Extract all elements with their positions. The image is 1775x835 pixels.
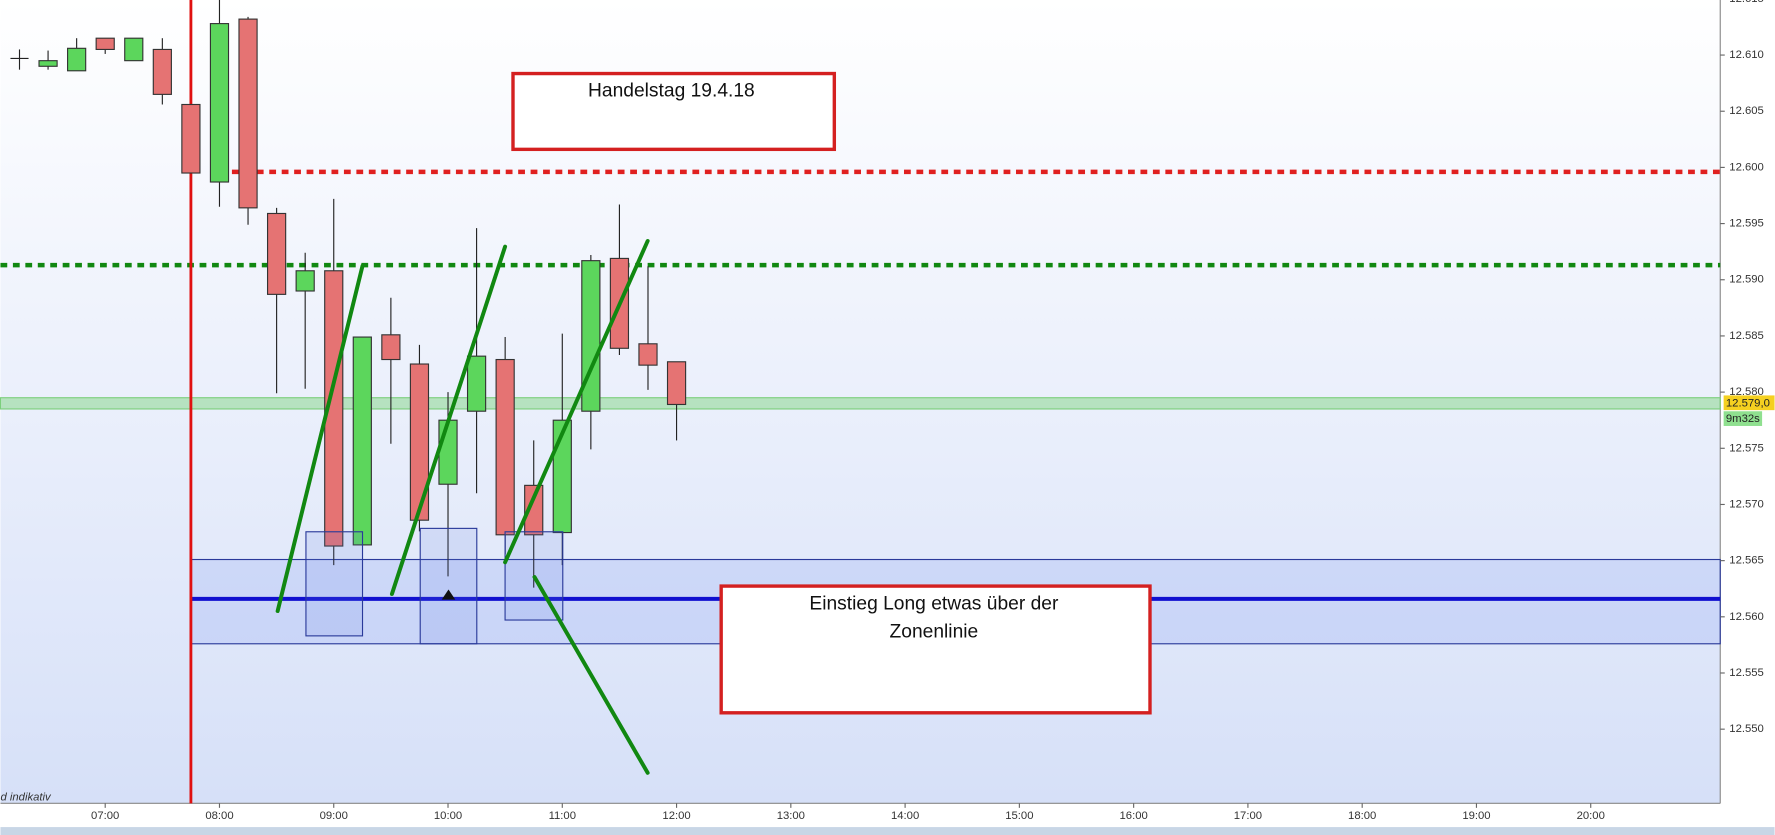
candle-body	[581, 260, 601, 412]
price-band	[0, 397, 1721, 410]
candle-body	[638, 343, 658, 366]
y-tick-label: 12.575	[1729, 442, 1764, 454]
y-tick-label: 12.565	[1729, 555, 1764, 567]
drawings	[275, 239, 650, 775]
candle-body	[324, 270, 344, 547]
y-tick-label: 12.595	[1729, 218, 1764, 230]
scrollbar	[0, 827, 1775, 835]
countdown-tag	[1723, 411, 1763, 426]
cursor-arrow	[441, 589, 456, 600]
candle-body	[67, 47, 87, 72]
x-tick-label: 17:00	[1234, 810, 1262, 822]
candle-body	[495, 358, 515, 536]
candle-body	[409, 363, 430, 521]
y-tick-label: 12.600	[1729, 161, 1764, 173]
candle-body	[352, 336, 372, 546]
candle-body	[238, 18, 258, 209]
candle-body	[266, 212, 287, 295]
x-tick-label: 15:00	[1005, 810, 1033, 822]
trend-line	[389, 244, 508, 596]
candle-body	[124, 37, 144, 62]
x-tick-label: 11:00	[549, 810, 576, 822]
y-tick-label: 12.615	[1729, 0, 1764, 5]
y-tick-label: 12.570	[1729, 498, 1764, 510]
last-price-label: 12.579,0	[1726, 397, 1770, 409]
trend-line	[275, 263, 365, 613]
marker-box	[419, 527, 478, 645]
x-tick-label: 10:00	[434, 810, 462, 822]
candle-body	[381, 334, 401, 361]
x-tick-label: 14:00	[891, 810, 919, 822]
last-price-tag	[1723, 395, 1775, 411]
candle-body	[524, 484, 544, 536]
annotation-frame	[511, 71, 837, 152]
x-tick-label: 20:00	[1577, 810, 1605, 822]
x-tick-label: 19:00	[1462, 810, 1490, 822]
y-tick-label: 12.585	[1729, 330, 1764, 342]
annotation-frame	[719, 584, 1152, 715]
x-tick-label: 16:00	[1120, 810, 1148, 822]
trend-line	[503, 239, 650, 565]
candle-body	[466, 355, 487, 412]
y-tick-label: 12.590	[1729, 274, 1764, 286]
footnote: d indikativ	[0, 792, 52, 804]
candle-body	[152, 48, 172, 95]
y-tick-label: 12.580	[1729, 386, 1764, 398]
annotation-text: Einstieg Long etwas über der	[809, 593, 1059, 614]
x-tick-label: 18:00	[1348, 810, 1376, 822]
x-tick-label: 12:00	[662, 810, 690, 822]
x-tick-label: 07:00	[91, 810, 119, 822]
trend-line	[532, 575, 650, 775]
candle-body	[666, 361, 687, 406]
y-tick-label: 12.610	[1729, 49, 1764, 61]
x-tick-label: 09:00	[320, 810, 348, 822]
candle-body	[95, 37, 115, 51]
y-tick-label: 12.605	[1729, 105, 1764, 117]
x-tick-label: 13:00	[777, 810, 805, 822]
candle-body	[438, 419, 458, 485]
candle-body	[181, 103, 201, 174]
marker-box	[305, 531, 364, 637]
y-tick-label: 12.555	[1729, 667, 1764, 679]
x-tick-label: 08:00	[205, 810, 233, 822]
y-tick-label: 12.560	[1729, 611, 1764, 623]
annotation-text: Handelstag 19.4.18	[588, 81, 755, 102]
candle-body	[209, 23, 230, 183]
y-tick-label: 12.550	[1729, 723, 1764, 735]
countdown-label: 9m32s	[1726, 413, 1760, 425]
annotation-box: Handelstag 19.4.18	[511, 71, 837, 152]
candle-body	[38, 60, 58, 67]
annotation-box: Einstieg Long etwas über der Zonenlinie	[719, 584, 1152, 715]
candle-body	[295, 270, 315, 292]
annotation-text: Zonenlinie	[890, 622, 979, 643]
